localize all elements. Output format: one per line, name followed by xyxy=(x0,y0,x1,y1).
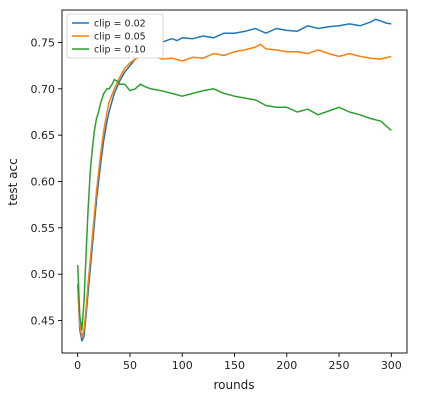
x-tick-label: 300 xyxy=(381,359,402,372)
plot-area xyxy=(61,9,408,354)
y-axis: 0.45 0.50 0.55 0.60 0.65 0.70 0.75 xyxy=(31,36,62,328)
series-line-3 xyxy=(76,78,392,331)
series-line-2 xyxy=(76,43,392,338)
legend-label: clip = 0.05 xyxy=(94,32,146,43)
y-tick-label: 0.45 xyxy=(31,315,56,328)
y-tick-label: 0.60 xyxy=(31,176,56,189)
x-axis: 0 50 100 150 200 250 300 xyxy=(74,353,402,372)
series-line-1 xyxy=(76,18,392,342)
legend-label: clip = 0.02 xyxy=(94,19,146,30)
y-tick-label: 0.50 xyxy=(31,268,56,281)
legend-box xyxy=(66,13,164,59)
x-tick-label: 100 xyxy=(172,359,193,372)
y-tick-label: 0.70 xyxy=(31,83,56,96)
legend: clip = 0.02 clip = 0.05 clip = 0.10 xyxy=(66,13,164,59)
x-tick-label: 50 xyxy=(123,359,137,372)
y-tick-label: 0.75 xyxy=(31,36,56,49)
x-tick-label: 0 xyxy=(74,359,81,372)
legend-label: clip = 0.10 xyxy=(94,45,146,56)
y-axis-label: test acc xyxy=(6,158,20,205)
x-axis-label: rounds xyxy=(213,378,254,392)
series-lines xyxy=(76,18,392,342)
y-tick-label: 0.65 xyxy=(31,129,56,142)
x-tick-label: 150 xyxy=(224,359,245,372)
x-tick-label: 250 xyxy=(329,359,350,372)
plot-frame xyxy=(61,9,408,354)
y-tick-label: 0.55 xyxy=(31,222,56,235)
x-tick-label: 200 xyxy=(276,359,297,372)
